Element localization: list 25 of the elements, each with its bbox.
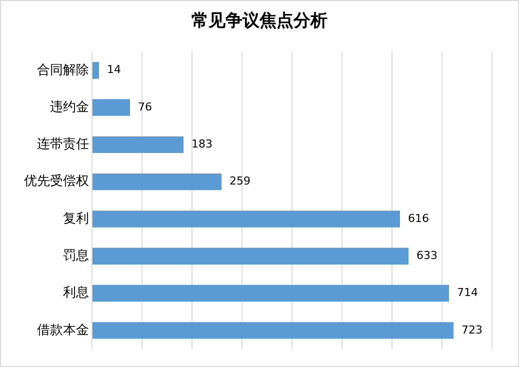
data-label: 616 bbox=[408, 212, 429, 225]
bar bbox=[92, 173, 222, 190]
y-tick-label: 借款本金 bbox=[37, 322, 89, 338]
data-label: 714 bbox=[457, 286, 478, 300]
y-tick-label: 违约金 bbox=[50, 100, 89, 115]
data-label: 183 bbox=[192, 138, 212, 151]
bar bbox=[92, 210, 400, 228]
bar bbox=[92, 62, 99, 79]
y-tick-label: 复利 bbox=[63, 211, 89, 226]
y-tick-label: 合同解除 bbox=[37, 62, 89, 78]
data-label: 76 bbox=[138, 100, 152, 114]
data-label: 14 bbox=[107, 63, 121, 76]
y-tick-label: 连带责任 bbox=[37, 137, 89, 152]
y-tick-label: 罚息 bbox=[63, 248, 89, 264]
data-label: 633 bbox=[416, 248, 438, 262]
bar bbox=[92, 248, 408, 264]
bar bbox=[92, 99, 130, 116]
bar bbox=[92, 136, 184, 154]
bar bbox=[92, 284, 449, 302]
data-label: 723 bbox=[462, 323, 482, 336]
y-tick-label: 优先受偿权 bbox=[24, 174, 89, 190]
data-label: 259 bbox=[230, 174, 250, 188]
y-tick-label: 利息 bbox=[63, 286, 89, 301]
chart-title: 常见争议焦点分析 bbox=[190, 10, 328, 32]
bar bbox=[92, 322, 454, 339]
